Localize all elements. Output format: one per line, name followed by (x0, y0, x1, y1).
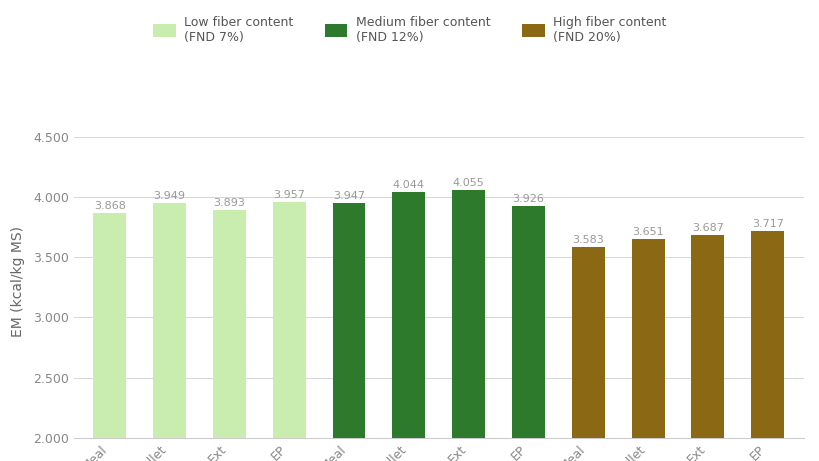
Text: 3.947: 3.947 (333, 191, 364, 201)
Bar (213, 210, 246, 461)
Bar (451, 190, 485, 461)
Bar (333, 203, 365, 461)
Text: 3.717: 3.717 (751, 219, 783, 229)
Y-axis label: EM (kcal/kg MS): EM (kcal/kg MS) (11, 226, 25, 337)
Text: 3.868: 3.868 (93, 201, 125, 211)
Bar (511, 206, 544, 461)
Text: 3.651: 3.651 (631, 227, 663, 237)
Text: 3.949: 3.949 (153, 191, 185, 201)
Bar (571, 247, 604, 461)
Legend: Low fiber content
(FND 7%), Medium fiber content
(FND 12%), High fiber content
(: Low fiber content (FND 7%), Medium fiber… (148, 11, 671, 49)
Bar (93, 213, 126, 461)
Text: 3.957: 3.957 (273, 190, 305, 200)
Text: 3.926: 3.926 (512, 194, 544, 204)
Bar (631, 239, 663, 461)
Text: 3.893: 3.893 (213, 198, 245, 208)
Text: 4.055: 4.055 (452, 178, 484, 189)
Bar (690, 235, 723, 461)
Bar (153, 203, 186, 461)
Text: 3.687: 3.687 (691, 223, 723, 233)
Bar (750, 231, 783, 461)
Text: 3.583: 3.583 (572, 235, 604, 245)
Bar (273, 202, 305, 461)
Bar (391, 191, 425, 461)
Text: 4.044: 4.044 (392, 180, 424, 189)
